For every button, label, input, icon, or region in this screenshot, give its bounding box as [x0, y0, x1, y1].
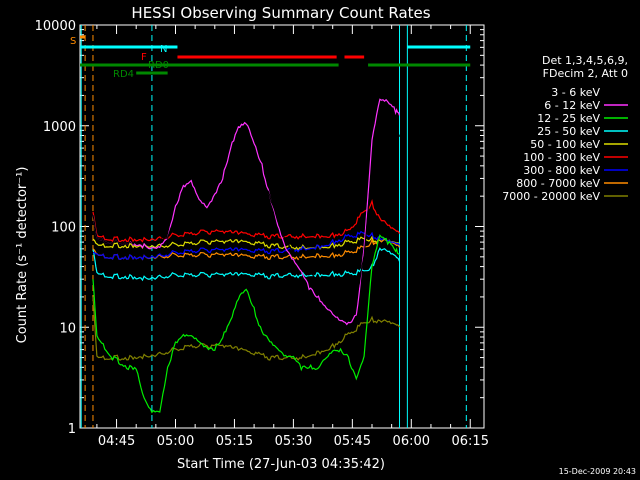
legend-title-line: FDecim 2, Att 0	[543, 67, 628, 80]
flag-label: F	[141, 52, 147, 63]
y-tick-label: 10	[59, 321, 76, 336]
legend: Det 1,3,4,5,6,9,FDecim 2, Att 0 3 - 6 keV…	[502, 54, 628, 203]
flag-label: RD4	[113, 69, 134, 80]
flag-label: RD0	[148, 60, 169, 71]
series-line	[92, 125, 401, 307]
series-line	[92, 296, 401, 362]
legend-entry-label: 50 - 100 keV	[530, 138, 600, 151]
flag-label: S	[70, 36, 76, 47]
plot-frame	[79, 24, 485, 429]
x-tick-label: 05:45	[334, 434, 371, 449]
x-tick-label: 06:00	[393, 434, 430, 449]
legend-entry-label: 7000 - 20000 keV	[502, 190, 600, 203]
series-line	[92, 199, 401, 243]
series-line	[92, 98, 401, 326]
legend-entry-label: 3 - 6 keV	[551, 86, 600, 99]
legend-entry-label: 25 - 50 keV	[537, 125, 600, 138]
legend-entry-label: 100 - 300 keV	[523, 151, 600, 164]
x-tick-label: 05:15	[216, 434, 253, 449]
y-tick-label: 1	[68, 422, 76, 437]
y-tick-label: 10000	[35, 19, 76, 34]
x-tick-label: 04:45	[98, 434, 135, 449]
footer-timestamp: 15-Dec-2009 20:43	[559, 467, 636, 476]
x-tick-label: 05:00	[157, 434, 194, 449]
y-tick-label: 1000	[43, 120, 76, 135]
y-axis-label: Count Rate (s⁻¹ detector⁻¹)	[15, 167, 30, 344]
y-tick-label: 100	[51, 221, 76, 236]
x-axis-label: Start Time (27-Jun-03 04:35:42)	[177, 457, 385, 472]
plot-area: 1 10 100 1000 10000 04:45 05:00 05:15 05:30 05:45…	[35, 19, 489, 449]
chart-title: HESSI Observing Summary Count Rates	[131, 4, 430, 22]
series-line	[92, 247, 401, 282]
x-tick-label: 05:30	[275, 434, 312, 449]
legend-entry-label: 6 - 12 keV	[544, 99, 600, 112]
series-line	[92, 234, 400, 414]
legend-title-line: Det 1,3,4,5,6,9,	[542, 54, 628, 67]
flag-label: N	[160, 44, 167, 55]
legend-entry-label: 800 - 7000 keV	[516, 177, 600, 190]
legend-entry-label: 12 - 25 keV	[537, 112, 600, 125]
series-line	[92, 230, 401, 261]
legend-entry-label: 300 - 800 keV	[523, 164, 600, 177]
x-tick-label: 06:15	[452, 434, 489, 449]
